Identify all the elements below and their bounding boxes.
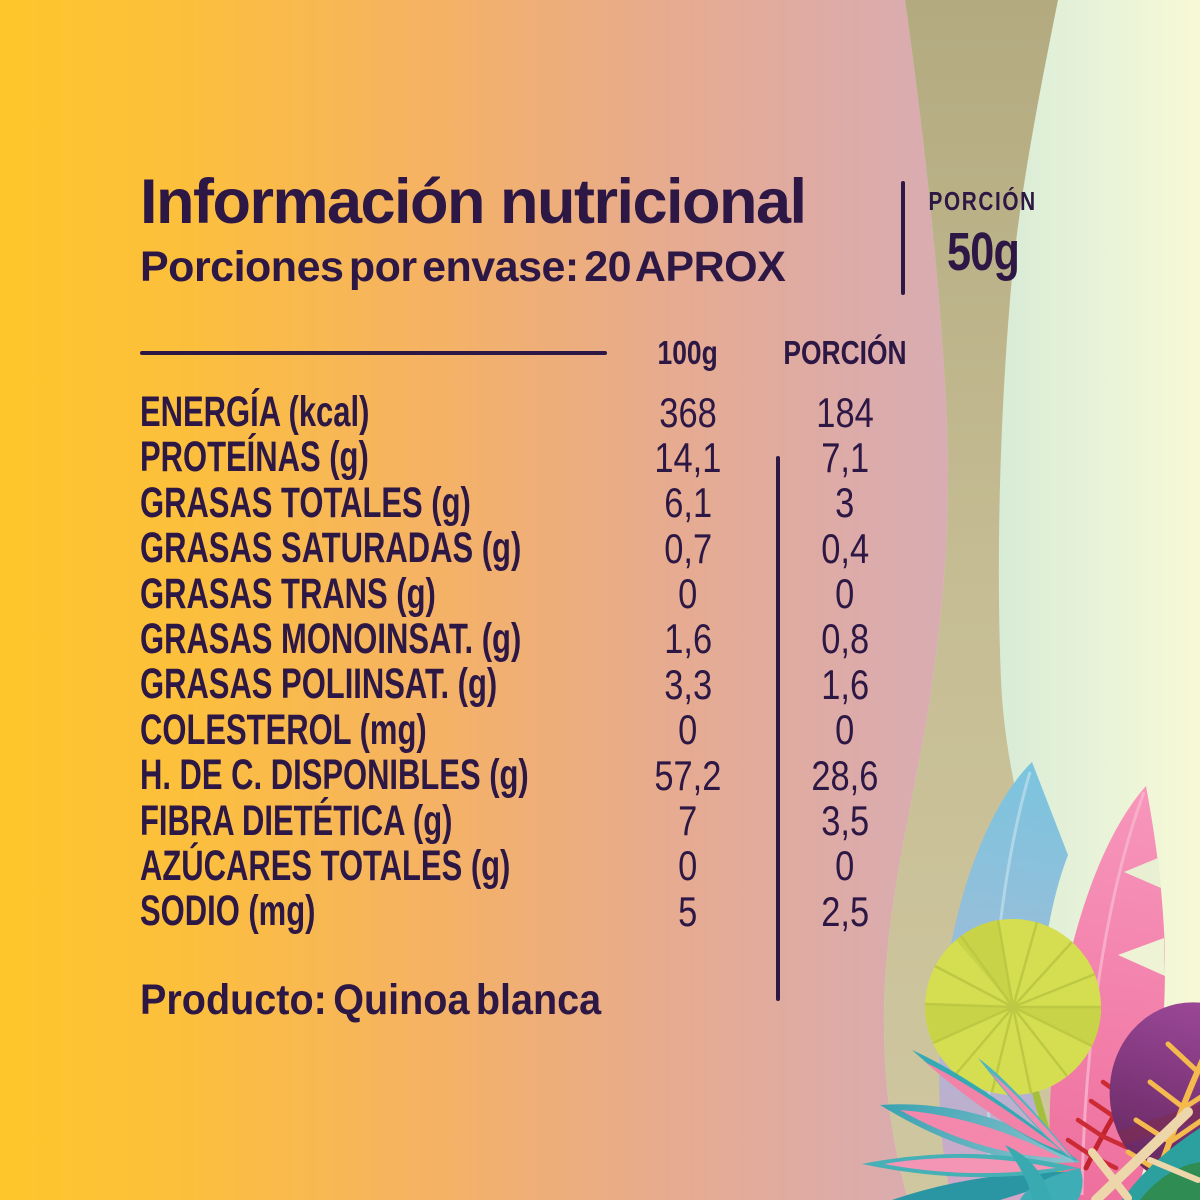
bottom-foliage-icon <box>1005 1107 1200 1200</box>
row-value-100g: 14,1 <box>654 433 722 481</box>
column-header-portion: PORCIÓN <box>783 334 907 371</box>
row-value-portion: 28,6 <box>811 751 879 799</box>
row-value-portion: 3,5 <box>821 797 869 845</box>
portion-size-value: 50g <box>946 222 1020 282</box>
row-value-portion: 1,6 <box>821 660 869 708</box>
servings-label: Porciones por envase: <box>140 243 579 291</box>
row-value-100g: 57,2 <box>654 751 722 799</box>
row-value-portion: 0 <box>835 570 855 618</box>
row-value-100g: 0 <box>678 842 698 890</box>
table-row: ENERGÍA (kcal) 368 184 <box>140 388 930 436</box>
row-value-portion: 0,8 <box>821 615 869 663</box>
row-label: ENERGÍA (kcal) <box>140 388 370 436</box>
row-value-portion: 0 <box>835 706 855 754</box>
fern-leaves-icon <box>862 1050 1083 1200</box>
row-value-100g: 6,1 <box>664 479 712 527</box>
row-label: FIBRA DIETÉTICA (g) <box>140 796 453 845</box>
row-value-portion: 7,1 <box>821 433 869 481</box>
row-value-portion: 3 <box>835 479 855 527</box>
column-divider <box>776 456 780 1001</box>
row-value-100g: 0 <box>678 706 698 754</box>
product-text: Producto: Quinoa blanca <box>140 976 601 1025</box>
row-value-100g: 7 <box>678 797 698 845</box>
row-label: GRASAS MONOINSAT. (g) <box>140 614 522 663</box>
row-label: GRASAS POLIINSAT. (g) <box>140 660 498 709</box>
servings-value: 20 APROX <box>584 243 786 291</box>
table-row: H. DE C. DISPONIBLES (g) 57,2 28,6 <box>140 751 930 799</box>
table-row: PROTEÍNAS (g) 14,1 7,1 <box>140 433 930 481</box>
header-divider <box>901 181 905 295</box>
table-row: AZÚCARES TOTALES (g) 0 0 <box>140 842 930 890</box>
portion-box: PORCIÓN 50g <box>908 186 1058 283</box>
row-label: AZÚCARES TOTALES (g) <box>140 841 511 890</box>
row-label: PROTEÍNAS (g) <box>140 433 369 482</box>
page-title: Información nutricional <box>140 167 807 237</box>
column-header-100g: 100g <box>657 334 719 371</box>
table-row: GRASAS TOTALES (g) 6,1 3 <box>140 479 930 527</box>
row-value-100g: 368 <box>659 388 717 436</box>
row-value-100g: 3,3 <box>664 660 712 708</box>
fan-palm-leaf-icon <box>924 919 1102 1200</box>
table-row: GRASAS TRANS (g) 0 0 <box>140 570 930 618</box>
product-label: Producto: <box>140 976 327 1024</box>
row-value-portion: 0,4 <box>821 524 869 572</box>
row-label: GRASAS TOTALES (g) <box>140 478 471 527</box>
table-header: 100g PORCIÓN <box>140 327 930 379</box>
row-label: SODIO (mg) <box>140 887 316 936</box>
header-rule <box>140 351 607 355</box>
row-value-100g: 5 <box>678 887 698 935</box>
row-value-100g: 0,7 <box>664 524 712 572</box>
table-row: GRASAS POLIINSAT. (g) 3,3 1,6 <box>140 660 930 708</box>
row-label: H. DE C. DISPONIBLES (g) <box>140 751 529 800</box>
servings-per-package: Porciones por envase: 20 APROX <box>140 243 786 292</box>
nutrition-table: 100g PORCIÓN ENERGÍA (kcal) 368 184 PROT… <box>140 327 930 1001</box>
table-row: SODIO (mg) 5 2,5 <box>140 887 930 935</box>
tropical-foliage <box>862 762 1200 1200</box>
table-row: GRASAS MONOINSAT. (g) 1,6 0,8 <box>140 615 930 663</box>
product-value: Quinoa blanca <box>333 976 602 1024</box>
table-row: GRASAS SATURADAS (g) 0,7 0,4 <box>140 524 930 572</box>
portion-label: PORCIÓN <box>928 186 1038 216</box>
product-line: Producto: Quinoa blanca <box>140 976 641 1025</box>
table-body: ENERGÍA (kcal) 368 184 PROTEÍNAS (g) 14,… <box>140 388 930 1001</box>
row-value-portion: 0 <box>835 842 855 890</box>
row-value-portion: 184 <box>816 388 874 436</box>
row-label: COLESTEROL (mg) <box>140 705 427 754</box>
row-value-100g: 1,6 <box>664 615 712 663</box>
table-row: COLESTEROL (mg) 0 0 <box>140 706 930 754</box>
row-label: GRASAS SATURADAS (g) <box>140 524 522 573</box>
row-value-portion: 2,5 <box>821 887 869 935</box>
table-row: FIBRA DIETÉTICA (g) 7 3,5 <box>140 797 930 845</box>
row-label: GRASAS TRANS (g) <box>140 569 436 618</box>
row-value-100g: 0 <box>678 570 698 618</box>
